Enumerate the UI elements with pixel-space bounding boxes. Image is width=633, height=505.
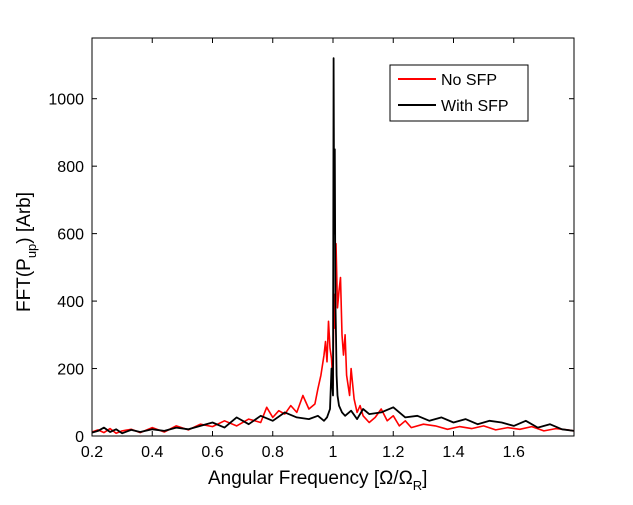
y-tick-label: 200: [57, 362, 84, 379]
legend-label-no-sfp: No SFP: [441, 72, 497, 89]
y-axis-label: FFT(Pup) [Arb]: [14, 192, 39, 312]
y-axis-ticks: 0 200 400 600 800 1000: [48, 92, 574, 446]
x-axis-ticks: 0.2 0.4 0.6 0.8 1 1.2 1.4 1.6: [81, 38, 525, 461]
x-tick-label: 1: [329, 444, 338, 461]
x-tick-label: 0.6: [201, 444, 223, 461]
series-line-with-sfp: [91, 57, 575, 435]
x-tick-label: 0.4: [141, 444, 163, 461]
series-layer: [91, 57, 575, 435]
legend-label-with-sfp: With SFP: [441, 98, 509, 115]
y-axis-label-main: FFT(P: [14, 258, 35, 312]
legend-box: [389, 64, 529, 122]
legend: No SFP With SFP: [389, 64, 529, 122]
x-tick-label: 1.2: [382, 444, 404, 461]
y-tick-label: 1000: [48, 92, 84, 109]
x-tick-label: 1.6: [503, 444, 525, 461]
y-tick-label: 600: [57, 227, 84, 244]
x-axis-label-end: ]: [422, 468, 427, 489]
x-tick-label: 0.2: [81, 444, 103, 461]
y-tick-label: 800: [57, 159, 84, 176]
y-tick-label: 400: [57, 294, 84, 311]
y-axis-label-subscript: up: [24, 244, 39, 258]
x-tick-label: 0.8: [262, 444, 284, 461]
x-axis-label-subscript: R: [413, 478, 422, 493]
x-tick-label: 1.4: [442, 444, 464, 461]
x-axis-label-main: Angular Frequency [Ω/Ω: [208, 468, 413, 489]
x-axis-label: Angular Frequency [Ω/ΩR]: [208, 468, 427, 493]
y-axis-label-end: ) [Arb]: [14, 192, 35, 244]
y-tick-label: 0: [75, 429, 84, 446]
